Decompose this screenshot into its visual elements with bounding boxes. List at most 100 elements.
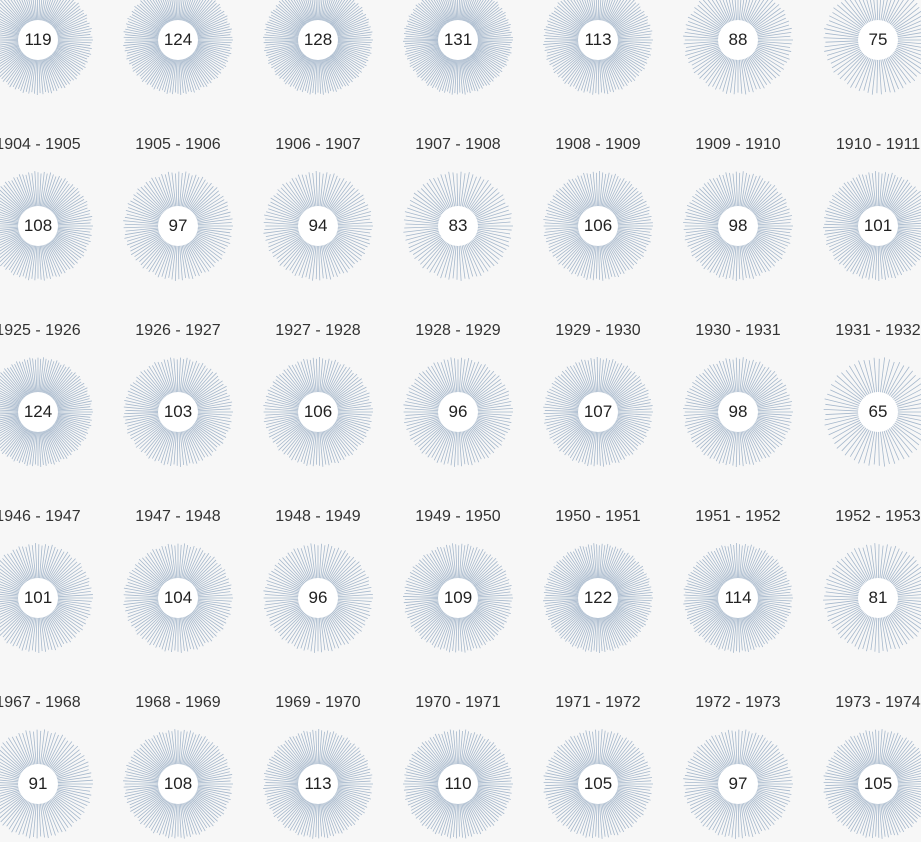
- burst-ray: [196, 768, 230, 778]
- burst-ray: [178, 172, 179, 207]
- burst-ray: [476, 27, 510, 35]
- burst-ray: [826, 221, 859, 224]
- burst-ray: [825, 602, 860, 609]
- burst-ray: [599, 729, 602, 765]
- burst-ray: [597, 544, 598, 579]
- burst-ray: [159, 177, 171, 208]
- burst-ray: [336, 789, 371, 799]
- season-count: 81: [858, 578, 898, 618]
- burst-ray: [824, 224, 859, 225]
- burst-ray: [45, 735, 58, 767]
- burst-ray: [719, 735, 731, 766]
- burst-ray: [825, 600, 859, 604]
- burst-ray: [124, 227, 159, 228]
- season-label: 1951 - 1952: [668, 508, 808, 526]
- burst-ray: [177, 359, 178, 393]
- burst-ray: [336, 769, 370, 779]
- burst-ray: [127, 233, 160, 245]
- burst-ray: [441, 802, 452, 836]
- season-label: 1904 - 1905: [0, 136, 108, 154]
- burst-ray: [19, 733, 32, 766]
- burst-ray: [320, 174, 323, 207]
- burst-ray: [745, 362, 757, 394]
- burst-ray: [603, 547, 612, 579]
- burst-ray: [546, 232, 580, 242]
- season-count: 104: [158, 578, 198, 618]
- burst-ray: [741, 0, 746, 21]
- season-count: 113: [298, 764, 338, 804]
- burst-ray: [884, 244, 896, 278]
- burst-ray: [301, 362, 312, 394]
- burst-ray: [301, 430, 312, 462]
- burst-ray: [884, 733, 895, 766]
- burst-ray: [825, 415, 859, 420]
- season-count: 91: [18, 764, 58, 804]
- season-label: 1947 - 1948: [108, 508, 248, 526]
- season-label: 1950 - 1951: [528, 508, 668, 526]
- burst-ray: [298, 175, 311, 209]
- burst-ray: [466, 243, 481, 276]
- burst-ray: [0, 41, 19, 42]
- burst-ray: [32, 0, 36, 21]
- burst-ray: [755, 18, 786, 32]
- burst-ray: [877, 59, 878, 93]
- burst-ray: [825, 404, 859, 409]
- burst-ray: [177, 431, 178, 466]
- burst-ray: [56, 45, 91, 54]
- season-label: 1973 - 1974: [808, 694, 921, 712]
- season-count: 128: [298, 20, 338, 60]
- season-label: 1972 - 1973: [668, 694, 808, 712]
- burst-ray: [688, 765, 720, 777]
- burst-ray: [685, 782, 719, 783]
- burst-ray: [756, 418, 790, 429]
- burst-ray: [56, 210, 90, 220]
- burst-ray: [744, 802, 755, 834]
- burst-ray: [736, 431, 737, 467]
- burst-ray: [161, 430, 172, 463]
- burst-ray: [616, 232, 650, 243]
- burst-ray: [319, 172, 320, 207]
- burst-ray: [45, 802, 58, 833]
- burst-ray: [825, 413, 859, 415]
- season-count: 88: [718, 20, 758, 60]
- burst-ray: [442, 734, 452, 766]
- burst-ray: [598, 803, 599, 838]
- burst-ray: [43, 430, 52, 464]
- burst-ray: [824, 38, 859, 39]
- burst-ray: [196, 45, 231, 54]
- burst-ray: [25, 430, 34, 464]
- burst-ray: [719, 361, 731, 394]
- burst-ray: [323, 802, 333, 836]
- burst-ray: [316, 359, 317, 393]
- burst-ray: [184, 175, 196, 208]
- burst-ray: [196, 789, 230, 799]
- burst-ray: [604, 174, 616, 208]
- season-count: 83: [438, 206, 478, 246]
- burst-ray: [880, 617, 883, 651]
- burst-ray: [403, 40, 439, 41]
- burst-ray: [459, 803, 460, 837]
- season-label: 1929 - 1930: [528, 322, 668, 340]
- burst-ray: [476, 45, 511, 54]
- season-count: 110: [438, 764, 478, 804]
- burst-ray: [745, 430, 757, 462]
- burst-ray: [825, 417, 860, 426]
- burst-ray: [824, 44, 859, 51]
- season-label: 1905 - 1906: [108, 136, 248, 154]
- burst-ray: [739, 173, 740, 207]
- burst-ray: [44, 547, 55, 580]
- burst-ray: [580, 802, 591, 834]
- burst-ray: [196, 396, 230, 407]
- burst-ray: [56, 417, 91, 426]
- burst-ray: [38, 617, 39, 653]
- burst-ray: [878, 431, 879, 466]
- burst-ray: [318, 729, 319, 765]
- season-count: 103: [158, 392, 198, 432]
- season-label: 1949 - 1950: [388, 508, 528, 526]
- burst-ray: [875, 617, 877, 652]
- season-label: 1948 - 1949: [248, 508, 388, 526]
- burst-ray: [128, 395, 160, 406]
- season-label: 1971 - 1972: [528, 694, 668, 712]
- burst-ray: [738, 730, 739, 765]
- burst-ray: [823, 599, 859, 600]
